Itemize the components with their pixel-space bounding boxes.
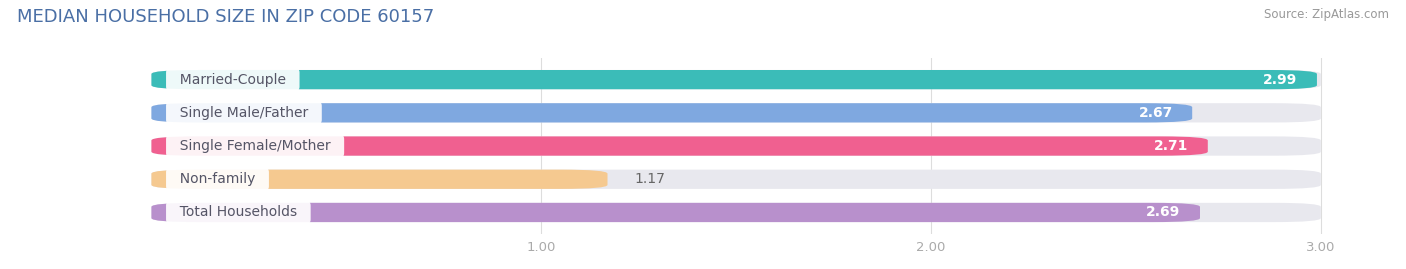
Text: Source: ZipAtlas.com: Source: ZipAtlas.com (1264, 8, 1389, 21)
Text: Non-family: Non-family (172, 172, 264, 186)
FancyBboxPatch shape (152, 70, 1320, 89)
Text: 1.17: 1.17 (634, 172, 665, 186)
Text: MEDIAN HOUSEHOLD SIZE IN ZIP CODE 60157: MEDIAN HOUSEHOLD SIZE IN ZIP CODE 60157 (17, 8, 434, 26)
FancyBboxPatch shape (152, 170, 1320, 189)
Text: Single Female/Mother: Single Female/Mother (172, 139, 339, 153)
Text: 2.99: 2.99 (1263, 73, 1298, 87)
FancyBboxPatch shape (152, 203, 1320, 222)
FancyBboxPatch shape (152, 136, 1320, 156)
FancyBboxPatch shape (152, 170, 607, 189)
Text: 2.69: 2.69 (1146, 206, 1181, 220)
FancyBboxPatch shape (152, 70, 1317, 89)
Text: 2.71: 2.71 (1154, 139, 1188, 153)
FancyBboxPatch shape (152, 103, 1192, 122)
FancyBboxPatch shape (152, 203, 1199, 222)
Text: 2.67: 2.67 (1139, 106, 1173, 120)
Text: Married-Couple: Married-Couple (172, 73, 295, 87)
FancyBboxPatch shape (152, 103, 1320, 122)
Text: Single Male/Father: Single Male/Father (172, 106, 316, 120)
FancyBboxPatch shape (152, 136, 1208, 156)
Text: Total Households: Total Households (172, 206, 305, 220)
